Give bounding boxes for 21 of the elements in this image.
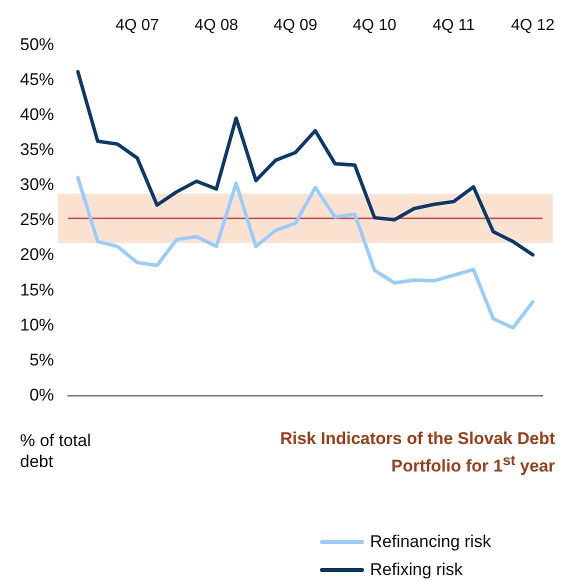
x-tick-label: 4Q 09	[274, 17, 318, 34]
x-tick-label: 4Q 07	[115, 17, 160, 34]
legend-label: Refixing risk	[370, 560, 463, 580]
x-tick-label: 4Q 12	[510, 17, 555, 34]
x-tick-label: 4Q 08	[194, 17, 238, 34]
y-tick-label: 40%	[20, 105, 54, 124]
y-tick-label: 50%	[20, 34, 54, 54]
y-tick-label: 0%	[29, 385, 54, 404]
y-tick-label: 20%	[20, 245, 54, 264]
x-tick-label: 4Q 11	[432, 17, 475, 34]
y-tick-label: 5%	[29, 350, 54, 370]
y-tick-label: 30%	[20, 175, 54, 194]
y-tick-label: 25%	[20, 210, 54, 230]
x-tick-label: 4Q 10	[352, 17, 396, 34]
legend-label: Refinancing risk	[370, 532, 491, 552]
y-tick-label: 45%	[20, 70, 54, 89]
text: Risk Indicators of the Slovak Debt Portfolio for 1$^{st}$ year	[279, 428, 555, 478]
y-axis-title: % of total debt	[20, 430, 92, 472]
y-tick-label: 15%	[20, 280, 54, 300]
y-tick-label: 35%	[20, 140, 54, 160]
y-tick-label: 10%	[20, 315, 54, 334]
